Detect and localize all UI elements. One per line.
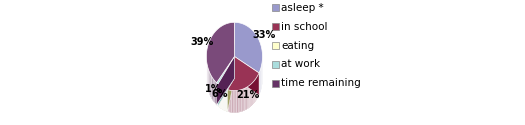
- Polygon shape: [235, 56, 259, 95]
- Polygon shape: [227, 56, 235, 112]
- Polygon shape: [209, 72, 210, 95]
- Text: 39%: 39%: [191, 37, 214, 47]
- Polygon shape: [233, 91, 234, 113]
- Text: at work: at work: [281, 59, 321, 69]
- Polygon shape: [213, 79, 214, 102]
- Text: time remaining: time remaining: [281, 78, 361, 88]
- Polygon shape: [234, 91, 235, 113]
- Polygon shape: [238, 90, 239, 112]
- Polygon shape: [237, 90, 238, 112]
- Polygon shape: [242, 89, 243, 112]
- Polygon shape: [235, 22, 262, 73]
- Text: eating: eating: [281, 40, 314, 50]
- Polygon shape: [212, 77, 213, 100]
- Polygon shape: [243, 89, 244, 111]
- Polygon shape: [214, 80, 215, 103]
- Polygon shape: [218, 56, 235, 106]
- Text: 33%: 33%: [253, 30, 276, 40]
- Polygon shape: [216, 56, 235, 84]
- Polygon shape: [227, 56, 259, 91]
- FancyBboxPatch shape: [272, 42, 279, 49]
- Polygon shape: [232, 90, 233, 112]
- Polygon shape: [235, 91, 236, 113]
- Polygon shape: [245, 88, 246, 110]
- Polygon shape: [227, 90, 228, 112]
- Polygon shape: [231, 90, 232, 112]
- FancyBboxPatch shape: [272, 4, 279, 11]
- Polygon shape: [239, 90, 240, 112]
- FancyBboxPatch shape: [272, 61, 279, 68]
- Polygon shape: [235, 56, 259, 95]
- Text: asleep *: asleep *: [281, 3, 324, 13]
- Text: 21%: 21%: [236, 90, 260, 100]
- Polygon shape: [244, 88, 245, 110]
- Ellipse shape: [206, 44, 262, 113]
- Polygon shape: [215, 81, 216, 104]
- Polygon shape: [240, 90, 241, 112]
- Polygon shape: [246, 87, 247, 109]
- Polygon shape: [206, 22, 235, 83]
- FancyBboxPatch shape: [272, 23, 279, 30]
- Polygon shape: [230, 90, 231, 112]
- Polygon shape: [228, 90, 229, 112]
- Polygon shape: [227, 56, 235, 112]
- Polygon shape: [249, 85, 250, 108]
- Polygon shape: [229, 90, 230, 112]
- Polygon shape: [218, 56, 235, 90]
- Polygon shape: [216, 56, 235, 105]
- Text: 6%: 6%: [212, 89, 228, 99]
- Polygon shape: [216, 56, 235, 105]
- Polygon shape: [211, 76, 212, 99]
- FancyBboxPatch shape: [272, 80, 279, 87]
- Text: in school: in school: [281, 22, 328, 32]
- Text: 1%: 1%: [205, 84, 222, 94]
- Polygon shape: [248, 86, 249, 108]
- Polygon shape: [218, 56, 235, 106]
- Polygon shape: [236, 90, 237, 113]
- Polygon shape: [247, 87, 248, 109]
- Polygon shape: [241, 90, 242, 112]
- Polygon shape: [210, 73, 211, 96]
